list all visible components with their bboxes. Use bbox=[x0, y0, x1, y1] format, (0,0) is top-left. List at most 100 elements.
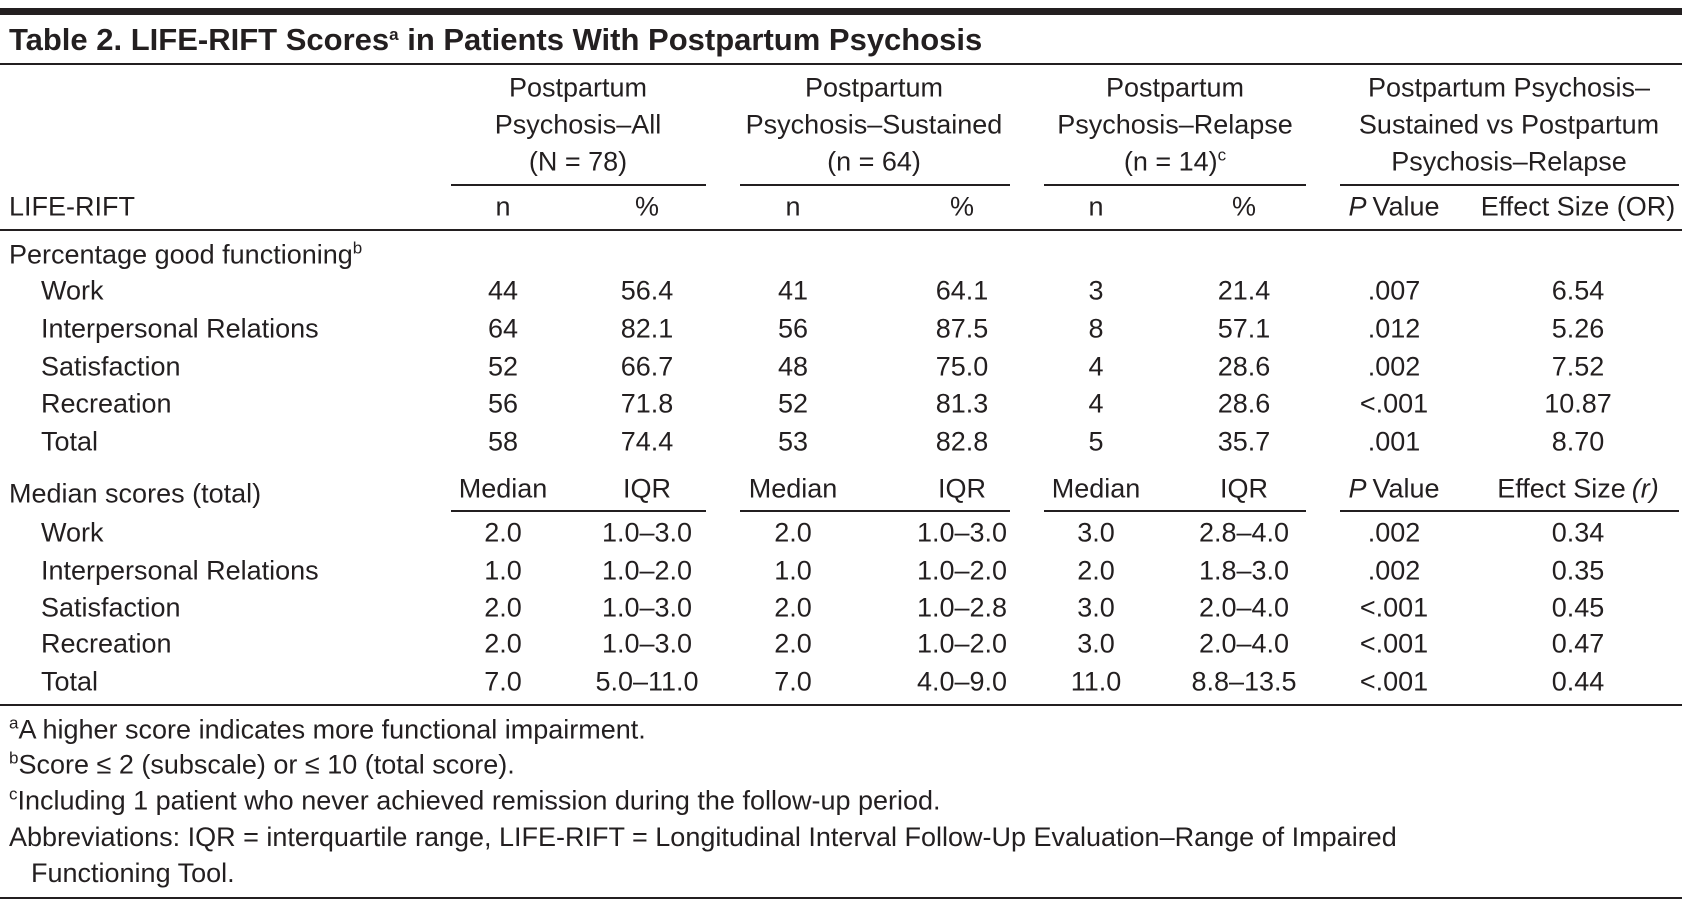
group-header-line: Sustained vs Postpartum bbox=[1359, 110, 1659, 141]
title-rule bbox=[0, 63, 1682, 65]
row-label: Interpersonal Relations bbox=[41, 555, 319, 586]
cell: 53 bbox=[777, 426, 809, 457]
cell: 74.4 bbox=[620, 426, 674, 457]
cell: 11.0 bbox=[1070, 666, 1122, 697]
section-label-sup: b bbox=[352, 238, 363, 258]
subheader-rule bbox=[1044, 510, 1306, 512]
cell: 41 bbox=[777, 275, 809, 306]
cell: 71.8 bbox=[620, 388, 674, 419]
cell: 7.52 bbox=[1551, 351, 1605, 382]
cell: 87.5 bbox=[935, 313, 989, 344]
column-header-part: P bbox=[1348, 191, 1367, 222]
row-label: Total bbox=[41, 426, 99, 457]
column-header: % bbox=[949, 191, 975, 222]
group-header-text: Postpartum bbox=[508, 72, 648, 103]
cell: 64.1 bbox=[935, 275, 989, 306]
subheader-rule bbox=[740, 510, 1010, 512]
footnote-text: Including 1 patient who never achieved r… bbox=[17, 785, 941, 816]
cell: 2.0 bbox=[774, 592, 812, 623]
group-header-line: Postpartum bbox=[805, 73, 943, 104]
subheader-part: (r) bbox=[1631, 473, 1659, 504]
cell: 2.0 bbox=[484, 517, 522, 548]
cell: 1.0–3.0 bbox=[916, 517, 1008, 548]
cell: 3.0 bbox=[1077, 517, 1115, 548]
footnote-text: A higher score indicates more functional… bbox=[18, 714, 646, 745]
cell: 48 bbox=[777, 351, 809, 382]
section-label-text: Percentage good functioning bbox=[9, 239, 353, 270]
cell: 5.26 bbox=[1551, 313, 1605, 344]
group-header-line: (n = 64) bbox=[827, 147, 921, 178]
group-header-text: (N = 78) bbox=[528, 146, 628, 177]
abbreviations: Abbreviations: IQR = interquartile range… bbox=[9, 822, 1397, 888]
cell: 3 bbox=[1088, 275, 1104, 306]
footnote: aA higher score indicates more functiona… bbox=[9, 715, 646, 746]
cell: 1.0–2.8 bbox=[916, 592, 1008, 623]
cell: 21.4 bbox=[1217, 275, 1271, 306]
cell: .002 bbox=[1367, 351, 1421, 382]
group-header-text: Psychosis–Relapse bbox=[1391, 146, 1627, 177]
cell: <.001 bbox=[1359, 592, 1429, 623]
cell: 0.34 bbox=[1551, 517, 1605, 548]
group-header-text: Postpartum bbox=[804, 72, 944, 103]
cell: 3.0 bbox=[1077, 592, 1115, 623]
group-header-line: Psychosis–Sustained bbox=[746, 110, 1003, 141]
column-header: n bbox=[1088, 191, 1104, 222]
footnote: bScore ≤ 2 (subscale) or ≤ 10 (total sco… bbox=[9, 750, 515, 781]
cell: 7.0 bbox=[484, 666, 522, 697]
subheader-part: P bbox=[1348, 473, 1367, 504]
cell: 2.0 bbox=[774, 628, 812, 659]
section-label-text: Median scores (total) bbox=[9, 478, 262, 509]
cell: 8 bbox=[1088, 313, 1104, 344]
cell: 2.0–4.0 bbox=[1198, 592, 1290, 623]
group-header-line: (n = 14)c bbox=[1124, 147, 1226, 178]
group-header-text: Postpartum bbox=[1105, 72, 1245, 103]
header-rule bbox=[0, 229, 1682, 231]
cell: 1.0 bbox=[484, 555, 522, 586]
cell: 1.0 bbox=[774, 555, 812, 586]
group-header-line: Postpartum bbox=[509, 73, 647, 104]
subheader-part: Effect Size bbox=[1497, 473, 1626, 504]
cell: <.001 bbox=[1359, 388, 1429, 419]
cell: 2.0 bbox=[484, 628, 522, 659]
subheader-rule bbox=[451, 510, 706, 512]
group-header-text: Psychosis–Sustained bbox=[745, 109, 1003, 140]
row-label: Recreation bbox=[41, 628, 172, 659]
subheader: IQR bbox=[622, 473, 672, 504]
body-rule bbox=[0, 704, 1682, 706]
group-header-line: Psychosis–Relapse bbox=[1391, 147, 1627, 178]
footnote-sup: a bbox=[9, 713, 19, 733]
group-header-sup: c bbox=[1217, 145, 1227, 165]
cell: 44 bbox=[487, 275, 519, 306]
group-header-text: (n = 14) bbox=[1123, 146, 1218, 177]
subheader: IQR bbox=[937, 473, 987, 504]
group-header-text: Sustained vs Postpartum bbox=[1358, 109, 1660, 140]
group-header-line: (N = 78) bbox=[529, 147, 627, 178]
column-header: P Value bbox=[1348, 192, 1439, 223]
cell: 2.0–4.0 bbox=[1198, 628, 1290, 659]
cell: 82.1 bbox=[620, 313, 674, 344]
title-rest: in Patients With Postpartum Psychosis bbox=[398, 22, 983, 57]
subheader: IQR bbox=[1219, 473, 1269, 504]
group-header-text: Psychosis–Relapse bbox=[1057, 109, 1293, 140]
cell: 66.7 bbox=[620, 351, 674, 382]
subheader-rule bbox=[1340, 510, 1679, 512]
row-label: Recreation bbox=[41, 388, 172, 419]
cell: .002 bbox=[1367, 555, 1421, 586]
cell: 28.6 bbox=[1217, 388, 1271, 419]
cell: .001 bbox=[1367, 426, 1421, 457]
row-label: Interpersonal Relations bbox=[41, 313, 319, 344]
cell: 1.0–2.0 bbox=[601, 555, 693, 586]
cell: 81.3 bbox=[935, 388, 989, 419]
group-rule bbox=[1340, 184, 1679, 186]
cell: 4.0–9.0 bbox=[916, 666, 1008, 697]
subheader: Median bbox=[1051, 473, 1141, 504]
cell: 3.0 bbox=[1077, 628, 1115, 659]
cell: 28.6 bbox=[1217, 351, 1271, 382]
cell: 2.8–4.0 bbox=[1198, 517, 1290, 548]
cell: 1.0–3.0 bbox=[601, 592, 693, 623]
cell: 58 bbox=[487, 426, 519, 457]
group-header-line: Psychosis–All bbox=[495, 110, 662, 141]
cell: 7.0 bbox=[774, 666, 812, 697]
cell: 0.35 bbox=[1551, 555, 1605, 586]
cell: 8.70 bbox=[1551, 426, 1605, 457]
